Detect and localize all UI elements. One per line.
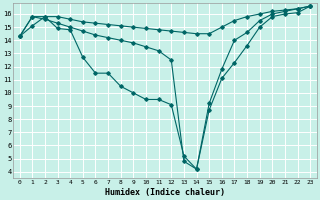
- X-axis label: Humidex (Indice chaleur): Humidex (Indice chaleur): [105, 188, 225, 197]
